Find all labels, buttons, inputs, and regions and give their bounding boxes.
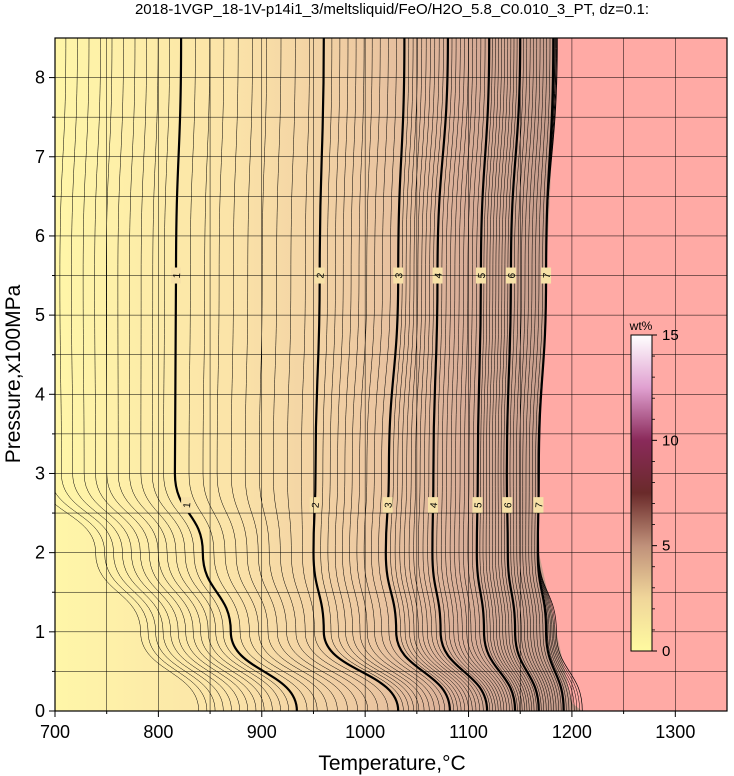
colorbar-label: wt%: [629, 319, 653, 333]
contour-label-bg: [502, 497, 513, 514]
minor-contour-line: [363, 38, 435, 711]
y-tick-label: 5: [35, 305, 45, 325]
minor-contour-line: [188, 38, 308, 711]
minor-contour-line: [390, 38, 454, 711]
contour-label-bg: [472, 497, 483, 514]
minor-contour-line: [378, 38, 446, 711]
x-tick-label: 1100: [449, 722, 488, 742]
minor-contour-line: [394, 38, 458, 711]
y-tick-label: 2: [35, 543, 45, 563]
y-tick-label: 8: [35, 68, 45, 88]
contour-label-bg: [181, 497, 192, 514]
minor-contour-line: [356, 38, 430, 711]
minor-contour-line: [413, 38, 473, 711]
y-axis: 0 1 2 3 4 5 6 7 8: [35, 68, 55, 721]
chart-title: 2018-1VGP_18-1V-p14i1_3/meltsliquid/FeO/…: [135, 1, 649, 18]
x-tick-label: 1000: [345, 722, 385, 742]
colorbar-tick-label: 5: [662, 538, 670, 555]
y-tick-label: 1: [35, 622, 45, 642]
contour-label-bg: [382, 497, 393, 514]
y-tick-label: 0: [35, 701, 45, 721]
y-tick-label: 6: [35, 226, 45, 246]
minor-contour-line: [404, 38, 466, 711]
minor-contour-line: [408, 38, 469, 711]
plot-frame: [54, 37, 728, 712]
contour-label-3: 3: [383, 502, 394, 509]
y-tick-label: 4: [35, 384, 45, 404]
minor-contour-line: [163, 38, 289, 711]
contour-label-1: 1: [182, 502, 193, 509]
colorbar: wt% 0 5 10 15: [629, 319, 679, 660]
y-tick-label: 3: [35, 463, 45, 483]
contour-label-4: 4: [429, 502, 440, 509]
contour-line-3: [384, 38, 451, 711]
minor-contour-line: [301, 38, 389, 711]
x-tick-label: 1300: [655, 722, 695, 742]
contour-label-7: 7: [534, 502, 545, 509]
grid-lines: [55, 38, 727, 711]
colorbar-scale: [630, 334, 653, 652]
colorbar-tick-label: 10: [662, 432, 679, 449]
minor-contour-line: [151, 38, 281, 711]
x-tick-label: 1200: [552, 722, 592, 742]
colorbar-tick-label: 0: [662, 643, 670, 660]
contour-label-bg: [427, 497, 438, 514]
contour-label-2: 2: [310, 502, 321, 509]
colorbar-ticks: 0 5 10 15: [652, 327, 679, 660]
contour-label-5: 5: [473, 502, 484, 509]
contour-label-bg: [533, 497, 544, 514]
minor-contour-line: [349, 38, 425, 711]
x-axis-label: Temperature,°C: [318, 752, 465, 775]
minor-contour-line: [399, 38, 462, 711]
minor-contour-line: [371, 38, 440, 711]
x-tick-label: 800: [143, 722, 173, 742]
x-tick-label: 900: [247, 722, 277, 742]
minor-contour-line: [230, 38, 338, 711]
y-tick-label: 7: [35, 147, 45, 167]
minor-contour-line: [59, 38, 216, 711]
x-tick-label: 700: [40, 722, 70, 742]
x-axis: 700 800 900 1000 1100 1200 1300: [40, 711, 695, 742]
minor-contour-line: [55, 503, 199, 711]
contour-label-6: 6: [503, 502, 514, 509]
contour-line-1: [173, 38, 298, 711]
contour-label-bg: [309, 497, 320, 514]
y-axis-label: Pressure,x100MPa: [2, 284, 25, 463]
minor-contour-line: [202, 38, 318, 711]
minor-contour-line: [55, 491, 208, 711]
colorbar-tick-label: 15: [662, 327, 679, 344]
minor-contour-line: [216, 38, 328, 711]
